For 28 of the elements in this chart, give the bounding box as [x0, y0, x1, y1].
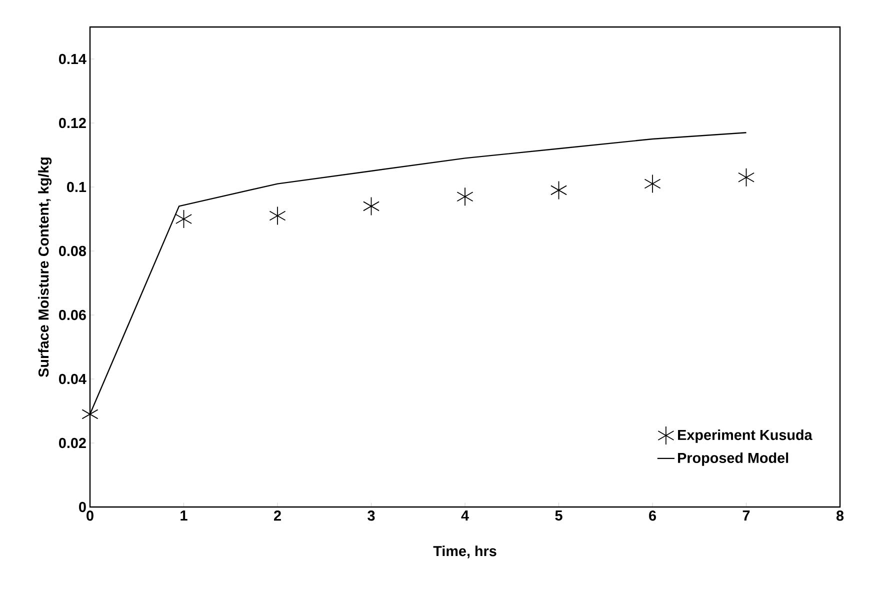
y-tick-label: 0.04 — [59, 374, 86, 384]
x-tick-label: 6 — [649, 510, 656, 521]
x-tick-label: 8 — [836, 510, 844, 521]
y-tick-label: 0.06 — [59, 310, 86, 320]
y-tick-label: 0.08 — [59, 246, 86, 256]
point — [363, 196, 380, 216]
point — [738, 168, 755, 187]
x-tick-label: 3 — [368, 510, 375, 521]
y-tick-label: 0.1 — [67, 182, 86, 192]
point — [550, 180, 567, 200]
x-tick-label: 5 — [555, 510, 562, 521]
y-tick-label: 0.12 — [59, 118, 86, 128]
y-tick-label: 0 — [79, 502, 86, 512]
x-axis-title: Time, hrs — [433, 546, 496, 558]
y-axis-title: Surface Moisture Content, kg/kg — [38, 158, 52, 378]
x-tick-label: 1 — [180, 510, 188, 520]
point — [644, 174, 661, 194]
y-tick-label: 0.02 — [59, 438, 86, 448]
legend-label: Experiment Kusuda — [678, 430, 812, 443]
point — [176, 210, 192, 228]
x-tick-label: 0 — [86, 510, 94, 521]
x-tick-label: 4 — [461, 510, 469, 520]
x-tick-label: 2 — [274, 510, 281, 521]
y-tick-label: 0.14 — [59, 54, 86, 64]
legend-label: Proposed Model — [678, 452, 788, 466]
point — [269, 206, 286, 226]
point — [456, 187, 474, 206]
x-tick-label: 7 — [742, 510, 750, 520]
